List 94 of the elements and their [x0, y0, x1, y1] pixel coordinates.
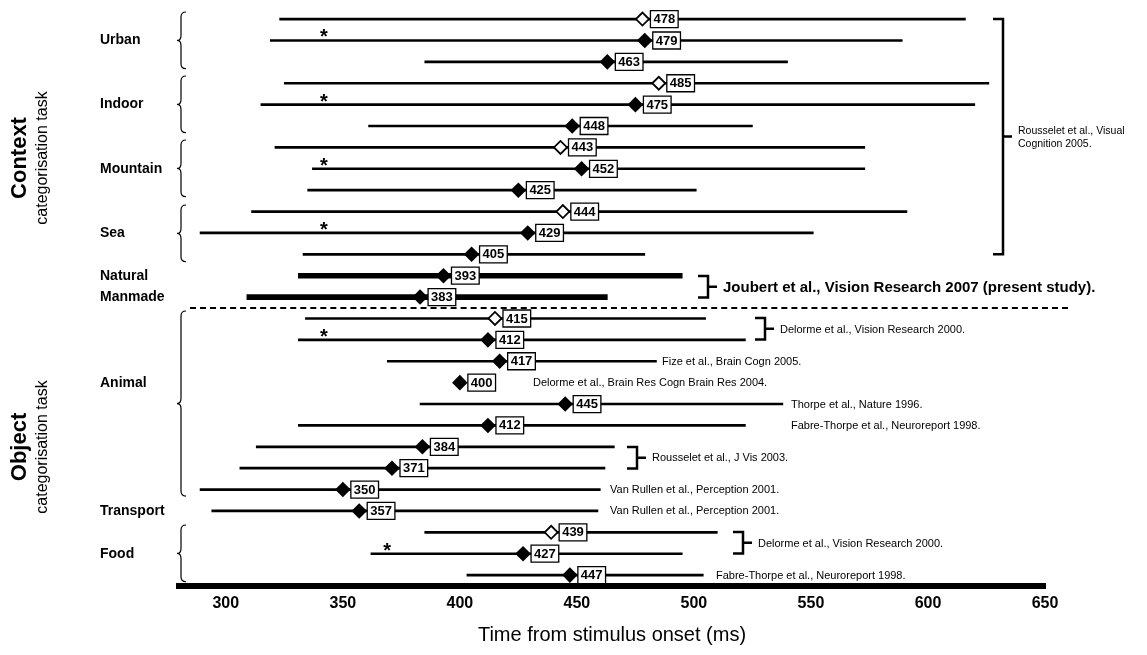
point [415, 439, 430, 455]
point [515, 546, 531, 562]
annotation: Delorme et al., Brain Res Cogn Brain Res 2004. [533, 376, 768, 390]
point [436, 268, 451, 284]
point [452, 375, 468, 391]
data-label: 405 [482, 246, 505, 262]
data-label: 417 [510, 353, 533, 369]
data-label: 350 [353, 481, 376, 497]
annotation: * [320, 153, 328, 176]
y-tick-label: Transport [100, 501, 165, 518]
point [464, 246, 479, 262]
point [637, 33, 653, 48]
x-tick-label: 350 [329, 593, 357, 611]
data-label: 478 [653, 11, 676, 27]
x-tick-label: 500 [680, 593, 708, 611]
annotation: Thorpe et al., Nature 1996. [791, 397, 923, 411]
data-label: 445 [576, 396, 598, 412]
x-tick-label: 400 [446, 593, 474, 611]
data-label: 412 [498, 331, 521, 347]
data-label: 427 [534, 545, 556, 561]
point [651, 75, 667, 91]
point [480, 332, 496, 348]
point [628, 97, 643, 113]
data-label: 415 [505, 310, 528, 326]
data-label: 357 [370, 503, 392, 519]
x-tick-label: 450 [563, 593, 591, 611]
data-label: 412 [498, 417, 521, 433]
data-label: 448 [583, 118, 605, 134]
data-label: 452 [592, 160, 615, 176]
point [335, 482, 351, 497]
point [574, 161, 589, 177]
annotation: Joubert et al., Vision Research 2007 (present study). [723, 277, 1096, 295]
annotation: Fabre-Thorpe et al., Neuroreport 1998. [716, 568, 906, 582]
y-tick-label: Urban [100, 31, 141, 48]
annotation: Delorme et al., Vision Research 2000. [758, 536, 944, 550]
point [564, 118, 580, 134]
x-tick-label: 600 [914, 593, 942, 611]
data-label: 479 [655, 32, 678, 48]
y-tick-label: Animal [100, 373, 147, 390]
y-tick-label: Indoor [100, 95, 145, 112]
point [510, 182, 526, 198]
annotation: * [320, 324, 328, 347]
y-tick-label: Mountain [100, 159, 163, 176]
point [599, 54, 615, 70]
y-tick-label: Natural [100, 266, 149, 283]
annotation: * [383, 538, 392, 561]
annotation: Van Rullen et al., Perception 2001. [610, 483, 780, 497]
data-label: 447 [580, 567, 603, 583]
data-label: 444 [573, 203, 597, 219]
data-label: 443 [571, 139, 594, 155]
point [480, 418, 496, 433]
annotation: * [320, 25, 328, 48]
text: categorisation task [32, 380, 50, 514]
data-label: 439 [562, 524, 584, 540]
point [384, 460, 400, 476]
y-tick-label: Manmade [100, 287, 165, 304]
point [562, 567, 578, 583]
x-tick-label: 300 [212, 593, 240, 611]
x-axis-title: Time from stimulus onset (ms) [477, 622, 747, 645]
x-tick-label: 650 [1031, 593, 1059, 611]
data-label: 393 [454, 267, 477, 283]
point [553, 140, 568, 155]
data-label: 475 [646, 96, 669, 112]
point [351, 503, 367, 519]
point [555, 204, 571, 219]
annotation: Van Rullen et al., Perception 2001. [610, 504, 780, 518]
annotation: Delorme et al., Vision Research 2000. [780, 322, 966, 336]
y-tick-label: Food [100, 544, 135, 561]
point [543, 524, 559, 540]
point [557, 396, 573, 412]
annotation: Rousselet et al., J Vis 2003. [652, 450, 789, 464]
annotation: Fize et al., Brain Cogn 2005. [662, 354, 802, 368]
point [635, 11, 650, 27]
annotation: * [320, 217, 328, 240]
data-label: 383 [431, 289, 453, 305]
point [492, 353, 508, 369]
point [487, 311, 503, 326]
data-label: 463 [618, 53, 641, 69]
point [412, 289, 428, 305]
x-tick-label: 550 [797, 593, 825, 611]
annotation: Rousselet et al., Visual Cognition 2005. [1018, 123, 1126, 150]
point [520, 225, 536, 241]
data-label: 384 [433, 438, 456, 454]
data-label: 400 [470, 374, 493, 390]
data-label: 429 [538, 225, 561, 241]
text: Object [6, 412, 32, 482]
data-label: 371 [402, 460, 425, 476]
text: Context [5, 117, 31, 200]
annotation: * [320, 89, 328, 112]
text: categorisation task [32, 91, 50, 225]
data-label: 425 [529, 182, 552, 198]
data-label: 485 [669, 75, 692, 91]
annotation: Fabre-Thorpe et al., Neuroreport 1998. [791, 418, 981, 432]
y-tick-label: Sea [100, 223, 126, 240]
